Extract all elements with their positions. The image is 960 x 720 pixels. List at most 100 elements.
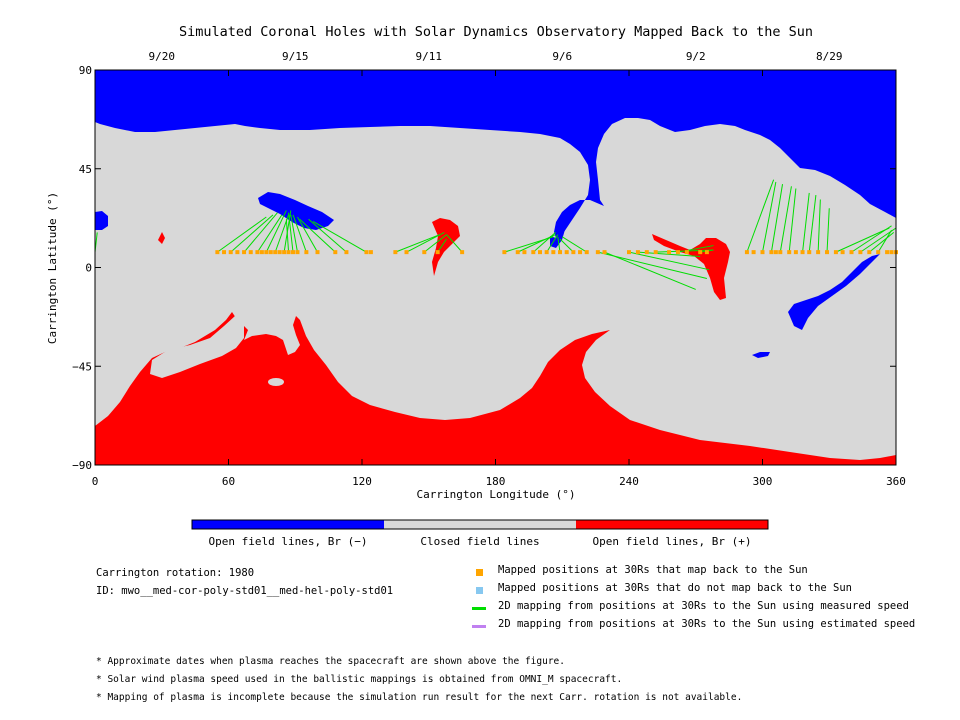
- mapped-point-25: [435, 250, 440, 255]
- mapping-line-23: [546, 234, 559, 253]
- x-tick-label: 180: [486, 475, 506, 488]
- mapped-point-1: [222, 250, 227, 255]
- footnote-incomplete: * Mapping of plasma is incomplete becaus…: [96, 692, 743, 703]
- mapped-point-12: [282, 250, 287, 255]
- mapping-line-41: [817, 199, 821, 253]
- hole-negative-lon-0: [95, 211, 108, 230]
- mapped-point-52: [760, 250, 765, 255]
- mapped-point-41: [627, 250, 631, 255]
- mapping-line-22: [532, 232, 556, 253]
- mapped-point-46: [675, 250, 680, 255]
- mapped-point-38: [584, 250, 589, 255]
- mapped-point-51: [751, 250, 756, 255]
- mapped-point-10: [273, 250, 278, 255]
- closed-field-spot: [268, 378, 284, 386]
- y-tick-label: 90: [79, 64, 92, 77]
- mapping-line-1: [230, 214, 274, 253]
- mapped-point-40: [602, 250, 607, 255]
- y-tick-label: −90: [72, 459, 92, 472]
- north-polar-hole: [95, 70, 896, 238]
- mapped-point-44: [653, 250, 658, 255]
- mapped-point-43: [644, 250, 649, 255]
- mapped-point-50: [744, 250, 749, 255]
- footnote-speed: * Solar wind plasma speed used in the ba…: [96, 674, 623, 685]
- mapped-point-34: [558, 250, 563, 255]
- mapped-point-2: [228, 250, 233, 255]
- y-axis-label: Carrington Latitude (°): [46, 192, 59, 344]
- y-tick-label: 45: [79, 163, 92, 176]
- mapping-line-12: [299, 218, 336, 253]
- mapped-points: [215, 250, 898, 255]
- mapping-line-37: [779, 186, 792, 253]
- mapping-line-27: [604, 251, 696, 290]
- mapping-line-46: [868, 231, 895, 253]
- y-tick-label: 0: [85, 262, 92, 275]
- mapped-point-35: [564, 250, 569, 255]
- mapping-line-17: [423, 234, 447, 253]
- mapped-point-59: [807, 250, 812, 255]
- hole-negative-lon-300: [752, 352, 770, 358]
- hole-positive-lon-155: [432, 218, 460, 276]
- mapping-line-40: [808, 195, 817, 253]
- map-panel: [94, 69, 898, 466]
- mapped-point-48: [698, 250, 703, 255]
- mapping-line-47: [877, 229, 892, 253]
- mapped-point-62: [833, 250, 838, 255]
- mapped-point-5: [248, 250, 253, 255]
- mapping-line-18: [437, 238, 447, 253]
- mapped-point-17: [315, 250, 320, 255]
- mapping-line-25: [559, 238, 574, 253]
- mapped-point-18: [333, 250, 338, 255]
- mapping-line-7: [285, 219, 290, 253]
- x-axis-label: Carrington Longitude (°): [417, 488, 576, 501]
- mapped-point-6: [255, 250, 260, 255]
- mapped-point-21: [368, 250, 373, 255]
- mapping-line-26: [561, 236, 587, 253]
- mapped-point-13: [286, 250, 291, 255]
- mapped-point-23: [404, 250, 409, 255]
- mapped-point-66: [867, 250, 872, 255]
- mapping-line-15: [395, 234, 441, 253]
- mapped-point-11: [277, 250, 282, 255]
- mapping-line-39: [802, 192, 810, 253]
- mapped-point-3: [235, 250, 240, 255]
- mapped-point-42: [635, 250, 640, 255]
- closed-field-island: [150, 316, 244, 378]
- mapping-lines: [94, 179, 897, 290]
- mapped-point-67: [876, 250, 881, 255]
- hole-negative-lon-90: [258, 192, 334, 230]
- colorbar-label-negative: Open field lines, Br (−): [209, 535, 368, 548]
- mapped-point-28: [515, 250, 520, 255]
- mapped-point-63: [840, 250, 845, 255]
- mapped-point-45: [667, 250, 672, 255]
- mapped-point-9: [268, 250, 273, 255]
- mapping-line-36: [770, 184, 784, 253]
- y-axis: −90 −45 0 45 90: [72, 64, 896, 472]
- mapped-point-65: [858, 250, 863, 255]
- mapping-line-9: [290, 214, 298, 253]
- top-date-label: 9/6: [552, 50, 572, 63]
- mapped-point-16: [304, 250, 309, 255]
- x-tick-label: 120: [352, 475, 372, 488]
- mapped-point-55: [778, 250, 783, 255]
- top-date-label: 9/11: [416, 50, 443, 63]
- hole-negative-lon-320: [788, 254, 880, 330]
- mapped-point-36: [571, 250, 576, 255]
- mapped-point-8: [264, 250, 269, 255]
- footnote-dates: * Approximate dates when plasma reaches …: [96, 656, 565, 667]
- mapping-line-4: [265, 210, 287, 253]
- lightblue-square-icon: [476, 587, 483, 594]
- colorbar: Open field lines, Br (−) Closed field li…: [191, 519, 769, 548]
- mapping-line-14: [312, 220, 367, 253]
- colorbar-label-closed: Closed field lines: [420, 535, 539, 548]
- mapping-line-42: [826, 208, 830, 253]
- mapping-line-35: [762, 181, 777, 253]
- mapping-line-11: [297, 216, 318, 253]
- mapped-point-0: [215, 250, 220, 255]
- mapped-point-24: [422, 250, 427, 255]
- mapping-line-28: [597, 251, 707, 279]
- mapped-point-15: [295, 250, 300, 255]
- top-date-label: 9/2: [686, 50, 706, 63]
- mapped-point-49: [704, 250, 709, 255]
- orange-square-icon: [476, 569, 483, 576]
